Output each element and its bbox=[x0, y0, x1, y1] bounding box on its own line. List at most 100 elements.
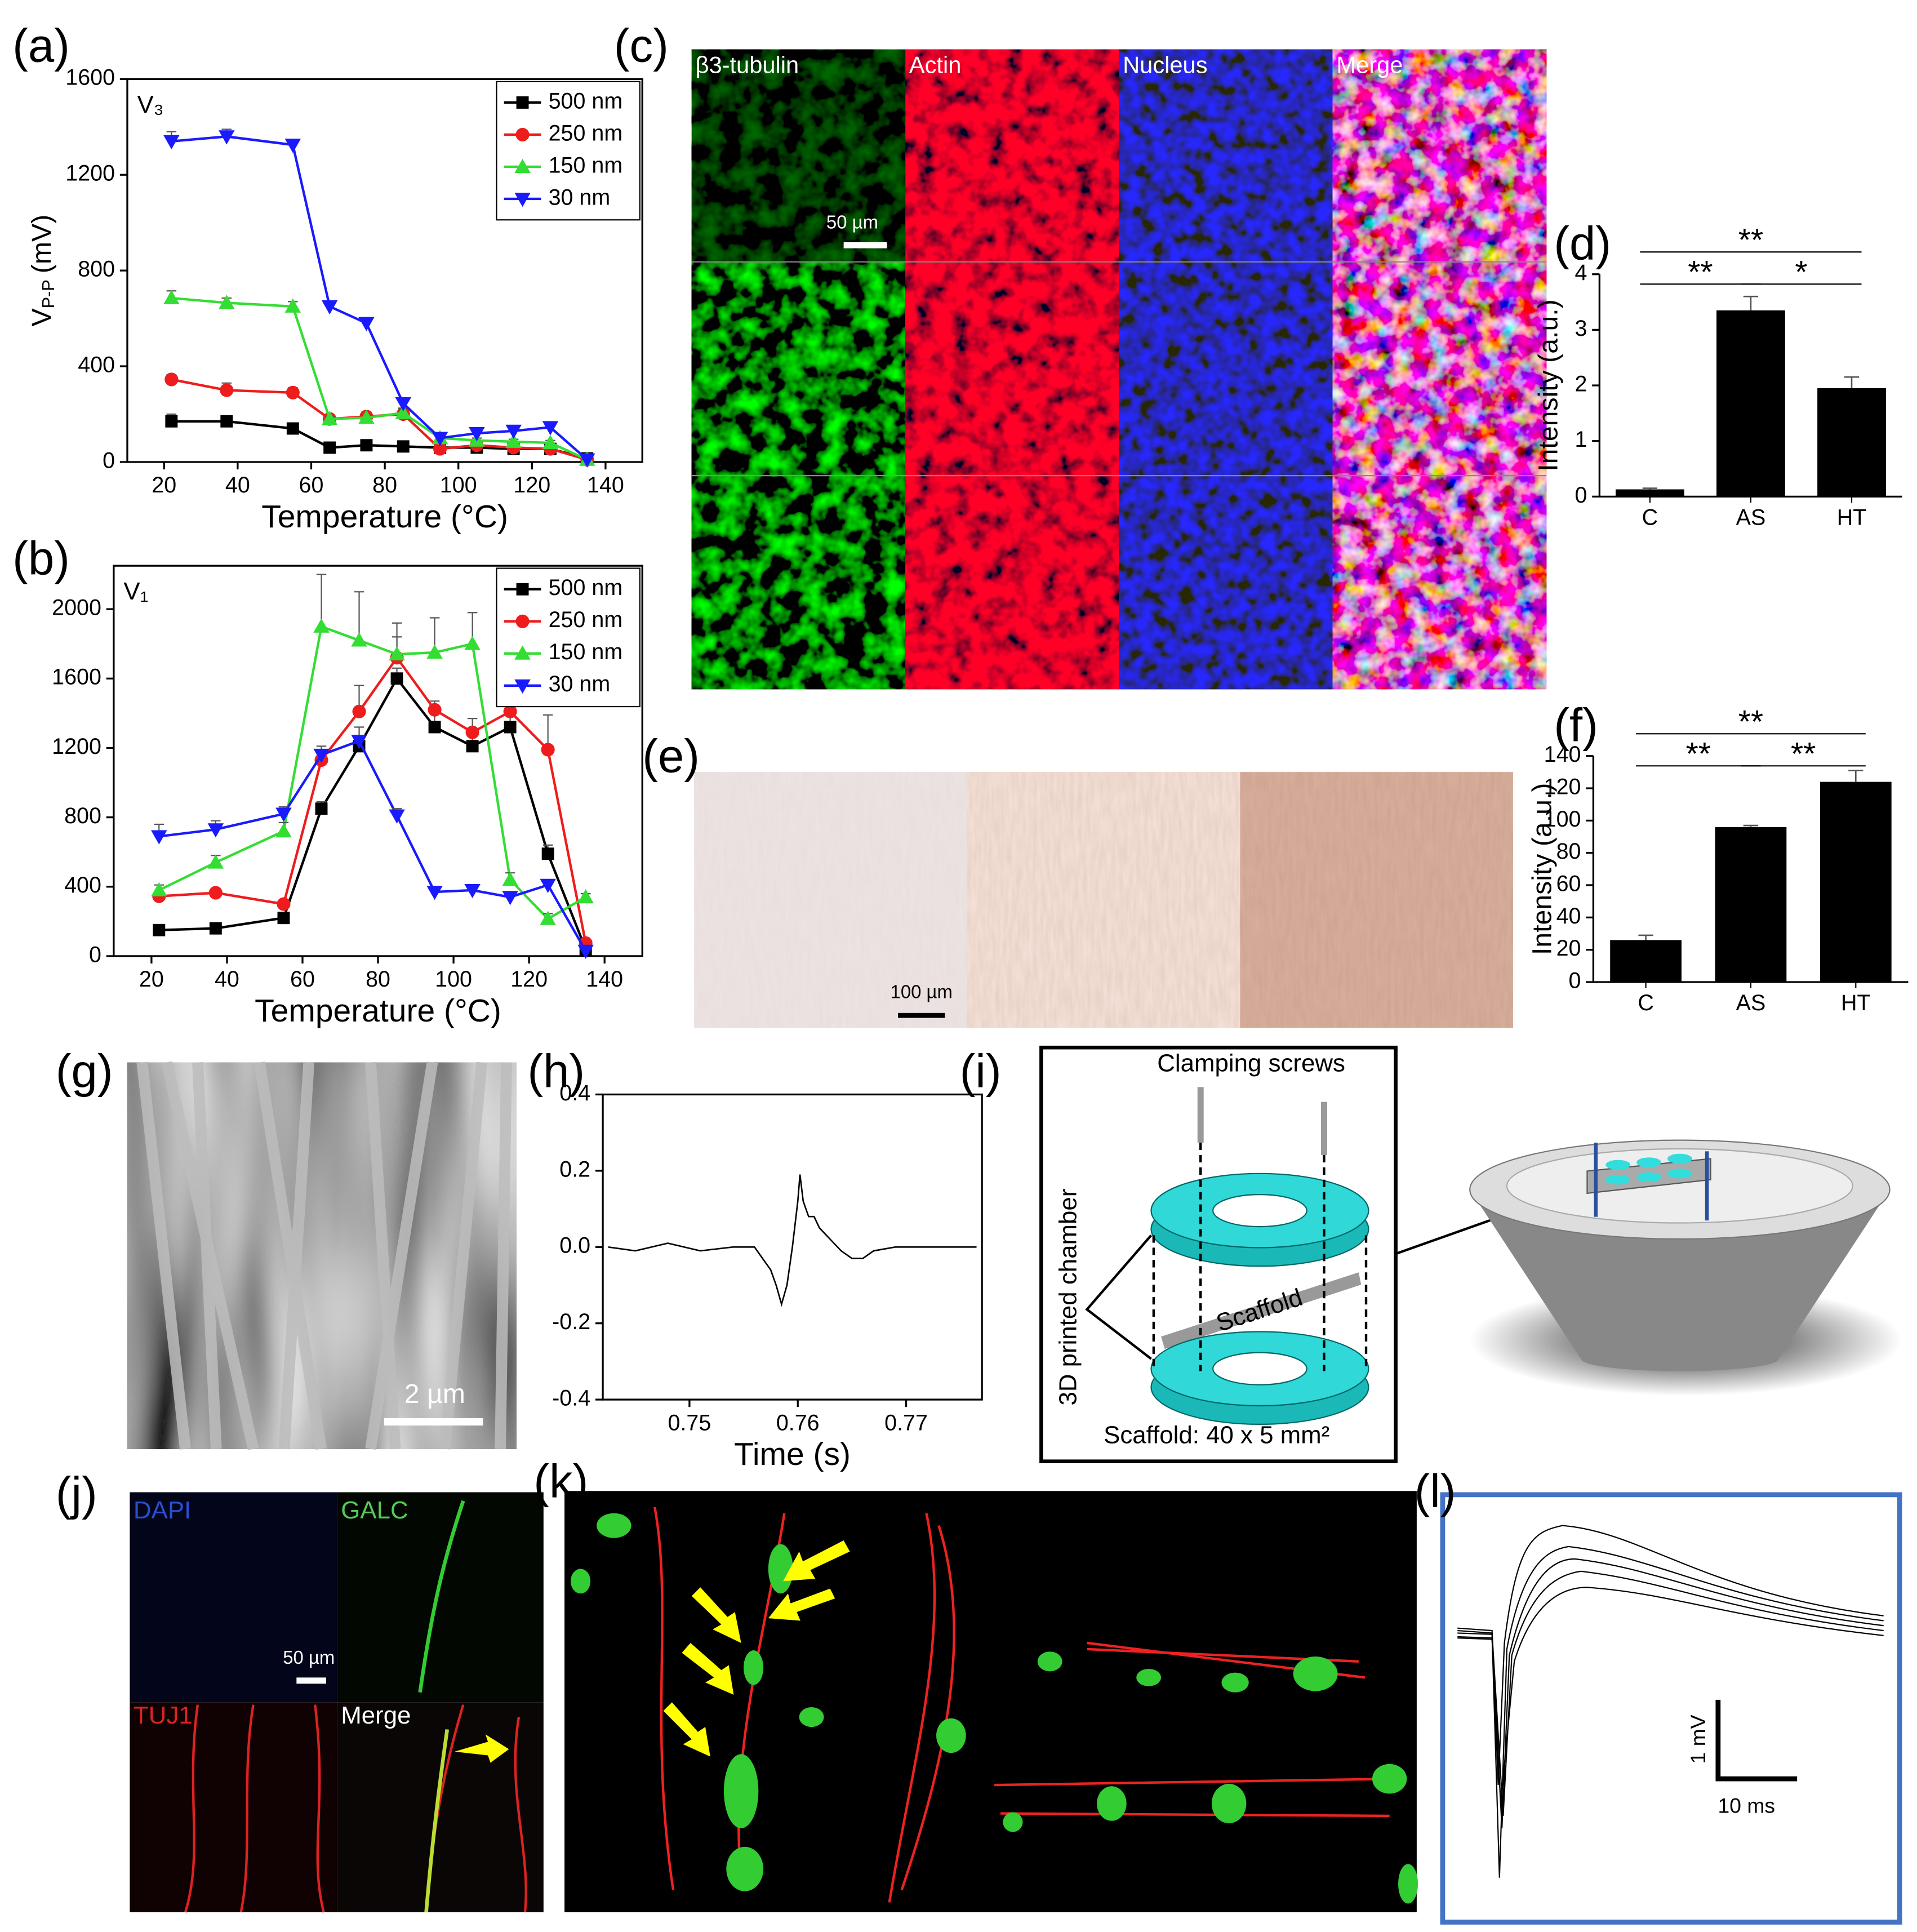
marker bbox=[219, 130, 235, 145]
marker bbox=[515, 614, 530, 628]
marker bbox=[209, 922, 222, 935]
x-tick-label: C bbox=[1642, 505, 1658, 530]
marker bbox=[351, 735, 367, 749]
significance-label: ** bbox=[1686, 736, 1711, 772]
marker bbox=[540, 911, 556, 925]
marker bbox=[516, 96, 529, 109]
marker bbox=[514, 193, 531, 207]
y-axis-label-part: V bbox=[26, 308, 57, 326]
image-label: Merge bbox=[1336, 51, 1403, 78]
scale-label: 50 µm bbox=[826, 212, 878, 233]
x-tick-label: 60 bbox=[290, 967, 315, 992]
panel-label: (b) bbox=[12, 532, 70, 585]
panel-labels: (a) (b) (c) (d) (e) (f) (g) (h) (i) (j) (k) (l) bbox=[12, 20, 1611, 1520]
marker bbox=[464, 883, 481, 899]
y-axis-label: Intensity (a.u.) bbox=[1533, 299, 1563, 472]
marker bbox=[358, 410, 375, 424]
bar bbox=[1610, 940, 1682, 983]
y-tick-label: 80 bbox=[1556, 839, 1581, 864]
scale-bar bbox=[843, 242, 887, 248]
marker bbox=[504, 721, 517, 734]
panel-e: 100 µm bbox=[694, 772, 1513, 1028]
marker bbox=[389, 646, 405, 661]
image-label: Nucleus bbox=[1123, 51, 1207, 78]
cone bbox=[1581, 1346, 1779, 1371]
y-tick-label: 2000 bbox=[52, 596, 101, 620]
legend-label: 250 nm bbox=[549, 121, 623, 145]
error-bar bbox=[354, 591, 364, 641]
fiber bbox=[424, 1729, 450, 1913]
marker bbox=[540, 878, 556, 893]
x-tick-label: 120 bbox=[513, 473, 550, 498]
image bbox=[337, 1492, 544, 1703]
marker bbox=[505, 424, 522, 439]
y-tick-label: 800 bbox=[64, 803, 101, 828]
fibers bbox=[136, 1061, 512, 1450]
wells bbox=[1605, 1153, 1692, 1185]
image bbox=[905, 49, 1119, 690]
image-label: GALC bbox=[341, 1496, 408, 1524]
y-tick-label: 4 bbox=[1575, 260, 1587, 285]
image bbox=[130, 1702, 337, 1912]
x-tick-label: 20 bbox=[152, 473, 176, 498]
marker bbox=[516, 583, 529, 596]
scale-bar bbox=[384, 1418, 483, 1426]
legend-label: 150 nm bbox=[549, 153, 623, 177]
image-label: TUJ1 bbox=[134, 1702, 193, 1729]
legend-label: 150 nm bbox=[549, 639, 623, 664]
y-axis-label-part: P-P bbox=[38, 279, 58, 308]
error-bar bbox=[316, 574, 327, 627]
marker bbox=[464, 636, 481, 650]
marker bbox=[220, 415, 233, 428]
y-tick-label: 120 bbox=[1544, 775, 1581, 800]
marker bbox=[163, 290, 180, 304]
guides bbox=[1152, 1143, 1368, 1371]
marker bbox=[323, 441, 336, 454]
x-tick-label: 0.77 bbox=[884, 1410, 928, 1435]
marker bbox=[284, 298, 301, 313]
y-tick-label: 0 bbox=[1575, 483, 1587, 508]
y-tick-label: 0.4 bbox=[559, 1081, 590, 1105]
image bbox=[130, 1492, 337, 1703]
panel-label: (j) bbox=[56, 1467, 97, 1520]
x-tick-label: HT bbox=[1841, 991, 1871, 1015]
legend-label: 500 nm bbox=[549, 575, 623, 600]
image bbox=[1332, 49, 1547, 690]
x-tick-label: C bbox=[1638, 991, 1654, 1015]
x-tick-label: AS bbox=[1736, 991, 1766, 1015]
marker bbox=[390, 672, 403, 685]
box bbox=[1039, 1045, 1398, 1463]
marker bbox=[577, 889, 594, 904]
significance-label: * bbox=[1795, 254, 1807, 290]
y-tick-label: 800 bbox=[78, 257, 115, 282]
y-tick-label: 40 bbox=[1556, 904, 1581, 929]
scale-label: 10 ms bbox=[1718, 1793, 1775, 1817]
diagram-label: Scaffold: 40 x 5 mm² bbox=[1104, 1421, 1329, 1449]
series-line bbox=[171, 420, 588, 460]
y-tick-label: 0 bbox=[89, 942, 101, 967]
cells bbox=[571, 1513, 1418, 1904]
significance-label: ** bbox=[1738, 222, 1763, 258]
y-tick-label: 1 bbox=[1575, 427, 1587, 452]
legend-label: 30 nm bbox=[549, 672, 611, 696]
error-bar bbox=[1743, 295, 1759, 310]
diagram-label: Clamping screws bbox=[1157, 1049, 1345, 1077]
error-bar bbox=[1844, 376, 1860, 388]
image-label: DAPI bbox=[134, 1496, 191, 1524]
marker bbox=[466, 740, 479, 753]
panel-label: (k) bbox=[533, 1455, 588, 1507]
panel-label: (h) bbox=[527, 1045, 585, 1097]
image-label: Merge bbox=[341, 1702, 411, 1729]
marker bbox=[313, 618, 330, 633]
marker bbox=[432, 432, 448, 446]
marker bbox=[469, 427, 485, 442]
legend-label: 250 nm bbox=[549, 607, 623, 632]
marker bbox=[360, 439, 373, 452]
bar bbox=[1715, 827, 1787, 983]
x-tick-label: 100 bbox=[440, 473, 477, 498]
scale-bar bbox=[1715, 1699, 1798, 1782]
marker bbox=[426, 644, 443, 659]
x-tick-label: 40 bbox=[225, 473, 250, 498]
y-axis-label: Intensity (a.u.) bbox=[1527, 783, 1557, 956]
